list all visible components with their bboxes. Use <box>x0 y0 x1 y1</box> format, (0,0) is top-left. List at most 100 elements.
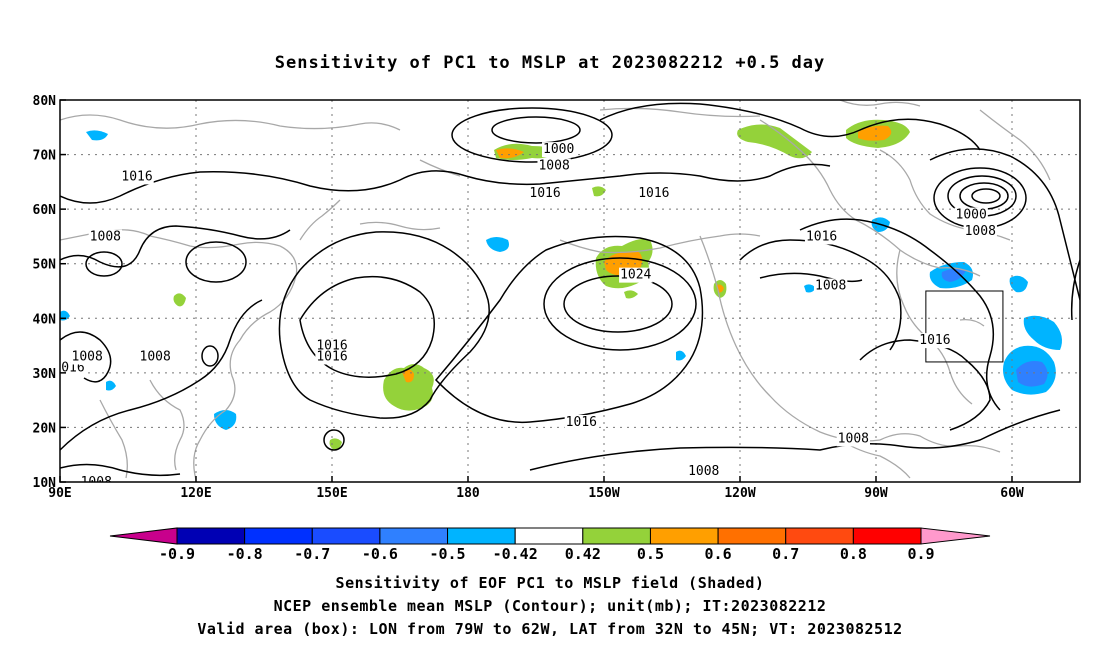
colorbar: -0.9 -0.8 -0.7 -0.6 -0.5 -0.42 0.42 0.5 0.6 0.7 0.… <box>109 527 991 563</box>
contour-na-1008 <box>759 272 863 283</box>
lat-tick-label: 50N <box>33 258 57 273</box>
negative-patch-small-3 <box>804 284 816 293</box>
colorbar-boxes <box>176 527 922 545</box>
contour-south-1016-na <box>859 339 991 431</box>
positive-patch-hudson-core <box>858 125 892 141</box>
contour-label-background <box>963 223 997 239</box>
contour-asia-low-1 <box>185 241 247 283</box>
colorbar-tick-label: 0.7 <box>772 545 799 563</box>
colorbar-swatch <box>852 527 922 545</box>
lat-tick-label: 40N <box>33 312 57 327</box>
contour-west-pacific-1008 <box>278 231 490 419</box>
contour-east-pacific-1016 <box>739 239 902 351</box>
contour-pacific-high-1020 <box>543 257 697 351</box>
caption-line-1: Sensitivity of EOF PC1 to MSLP field (Sh… <box>336 574 765 592</box>
colorbar-swatch <box>244 527 313 545</box>
contour-value-label: 1016 <box>566 415 597 430</box>
contour-label-background <box>687 464 721 480</box>
colorbar-tick-label: -0.9 <box>159 545 195 563</box>
colorbar-tick-label: 0.5 <box>637 545 664 563</box>
contour-tropical-1016 <box>60 331 112 383</box>
lon-tick-label: 90W <box>864 486 888 501</box>
lon-tick-label: 150E <box>316 486 347 501</box>
positive-patch-bering-core <box>496 148 524 159</box>
colorbar-tick-label: -0.42 <box>493 545 538 563</box>
contour-atlantic-1008 <box>929 148 1080 301</box>
colorbar-swatch <box>785 527 854 545</box>
negative-patch-atlantic-north <box>1023 315 1062 350</box>
contour-value-label: 1000 <box>543 142 574 157</box>
contour-label-background <box>315 349 349 365</box>
colorbar-tick-label: -0.6 <box>362 545 398 563</box>
lat-tick-label: 20N <box>33 421 57 436</box>
valid-area-box <box>925 290 1004 363</box>
negative-patch-atlantic-core <box>1016 361 1048 387</box>
contour-value-label: 1008 <box>688 464 719 479</box>
lat-tick-label: 70N <box>33 149 57 164</box>
contour-value-label: 1024 <box>620 268 651 283</box>
contour-label-background <box>954 207 988 223</box>
positive-patch-small-1 <box>329 438 342 450</box>
contour-label-background <box>637 185 671 201</box>
lat-tick-label: 10N <box>33 476 57 491</box>
contour-value-label: 1008 <box>965 224 996 239</box>
longitude-axis-labels: 90E 120E 150E 180 150W 120W 90W 60W <box>48 486 1024 501</box>
contour-label-background <box>804 229 839 245</box>
contour-value-label: 1008 <box>72 349 103 364</box>
contour-label-background <box>542 142 576 158</box>
colorbar-swatch <box>311 527 381 545</box>
colorbar-swatch <box>379 527 449 545</box>
colorbar-tick-label: 0.6 <box>705 545 732 563</box>
contour-asia-1008 <box>60 225 291 268</box>
contour-value-label: 1008 <box>90 229 121 244</box>
negative-patch-small-1 <box>106 380 116 391</box>
contour-value-label: 1016 <box>806 229 837 244</box>
contour-labrador-low-2 <box>959 182 1009 210</box>
contour-labrador-low-1 <box>971 188 1001 204</box>
colorbar-swatch <box>649 527 719 545</box>
latitude-axis-labels: 80N 70N 60N 50N 40N 30N 20N 10N <box>33 94 57 491</box>
contour-label-background <box>79 475 113 482</box>
colorbar-swatch <box>447 527 516 545</box>
lat-tick-label: 60N <box>33 203 57 218</box>
contour-value-label: 1008 <box>815 279 846 294</box>
colorbar-left-arrow <box>109 527 178 545</box>
colorbar-swatch <box>582 527 651 545</box>
lon-tick-label: 120W <box>724 486 755 501</box>
contour-label-background <box>619 267 653 283</box>
contour-label-background <box>528 185 562 201</box>
positive-patch-china <box>173 293 186 307</box>
contour-far-east-1016 <box>1070 259 1080 321</box>
colorbar-swatch <box>176 527 246 545</box>
contour-value-label: 1016 <box>919 333 950 348</box>
contour-value-label: 1008 <box>838 431 869 446</box>
caption-line-3: Valid area (box): LON from 79W to 62W, L… <box>197 620 902 638</box>
contour-na-1016 <box>799 218 1001 411</box>
colorbar-tick-label: 0.42 <box>565 545 601 563</box>
contour-label-background <box>564 414 598 430</box>
contour-asia-low-2 <box>85 251 123 277</box>
colorbar-tick-label: -0.5 <box>429 545 465 563</box>
positive-patch-small-3 <box>624 290 638 299</box>
negative-patch-philippines <box>214 410 237 430</box>
colorbar-tick-label: -0.8 <box>227 545 263 563</box>
negative-patch-arctic-west <box>86 130 108 141</box>
figure-title: Sensitivity of PC1 to MSLP at 2023082212… <box>275 53 826 73</box>
negative-patch-gulfstream-core <box>941 268 966 282</box>
contour-value-label: 1008 <box>140 349 171 364</box>
contour-label-background <box>138 349 172 365</box>
figure-captions: Sensitivity of EOF PC1 to MSLP field (Sh… <box>197 574 902 638</box>
contour-aleutian-low-1000 <box>491 116 581 144</box>
positive-patch-canada-west <box>737 124 812 159</box>
contour-label-background <box>918 333 952 349</box>
lon-tick-label: 90E <box>48 486 71 501</box>
lat-tick-label: 80N <box>33 94 57 109</box>
contour-aleutian-low-1008 <box>451 107 613 163</box>
axis-tick-marks <box>59 99 1013 483</box>
contour-west-pacific-1016 <box>299 275 435 378</box>
caption-line-2: NCEP ensemble mean MSLP (Contour); unit(… <box>274 597 827 615</box>
negative-patch-aleutian <box>486 237 509 252</box>
colorbar-tick-label: 0.9 <box>907 545 934 563</box>
